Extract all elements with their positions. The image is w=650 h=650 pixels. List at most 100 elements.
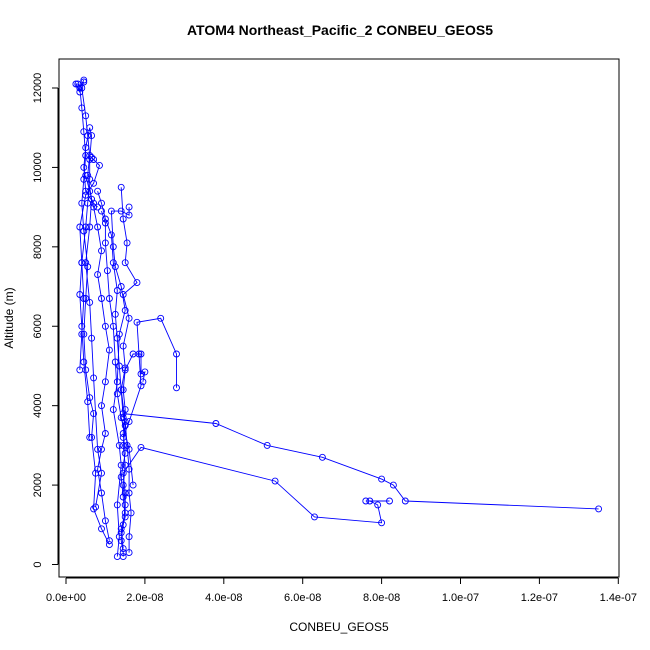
data-point bbox=[94, 203, 102, 211]
x-tick-label: 6.0e-08 bbox=[284, 592, 321, 604]
data-point bbox=[105, 541, 113, 549]
series-line bbox=[97, 191, 132, 553]
data-point bbox=[109, 322, 117, 330]
data-point bbox=[76, 88, 84, 96]
data-point bbox=[94, 223, 102, 231]
data-point bbox=[117, 386, 125, 394]
data-point bbox=[92, 503, 100, 511]
data-point bbox=[90, 156, 98, 163]
data-point bbox=[115, 441, 123, 449]
data-point bbox=[88, 132, 96, 140]
data-point bbox=[90, 505, 98, 513]
data-point bbox=[318, 453, 326, 461]
data-point bbox=[98, 295, 105, 302]
y-tick-label: 10000 bbox=[32, 152, 44, 183]
data-point bbox=[98, 207, 105, 215]
data-point bbox=[82, 144, 90, 152]
data-point bbox=[157, 314, 165, 322]
series-1 bbox=[117, 410, 603, 561]
data-point bbox=[76, 291, 84, 298]
data-point bbox=[88, 433, 96, 441]
data-point bbox=[119, 386, 127, 394]
data-point bbox=[101, 517, 109, 525]
x-tick-label: 4.0e-08 bbox=[205, 592, 242, 604]
data-point bbox=[362, 497, 370, 505]
data-point bbox=[137, 350, 145, 358]
series-line bbox=[79, 79, 110, 545]
data-point bbox=[123, 239, 131, 247]
data-point bbox=[72, 80, 80, 88]
data-point bbox=[111, 358, 119, 366]
data-point bbox=[101, 430, 109, 437]
data-point bbox=[98, 199, 105, 207]
data-point bbox=[90, 179, 98, 187]
data-point bbox=[117, 414, 125, 422]
series-13 bbox=[98, 207, 137, 489]
data-point bbox=[86, 394, 94, 402]
x-tick-label: 1.0e-07 bbox=[442, 592, 479, 604]
data-point bbox=[101, 239, 109, 247]
series-line bbox=[120, 446, 390, 549]
data-point bbox=[98, 402, 105, 410]
series-10 bbox=[72, 78, 105, 511]
x-tick-label: 0.0e+00 bbox=[46, 592, 86, 604]
data-point bbox=[121, 306, 129, 314]
data-point bbox=[117, 537, 125, 545]
data-point bbox=[80, 227, 88, 235]
series-3 bbox=[117, 350, 149, 537]
data-point bbox=[141, 368, 149, 376]
data-point bbox=[76, 223, 84, 231]
data-point bbox=[135, 350, 143, 358]
data-point bbox=[366, 497, 374, 505]
x-tick-label: 1.2e-07 bbox=[521, 592, 558, 604]
y-tick-label: 2000 bbox=[32, 473, 44, 497]
data-point bbox=[82, 112, 90, 120]
data-point bbox=[115, 362, 123, 370]
data-point bbox=[82, 171, 90, 179]
data-point bbox=[115, 330, 123, 338]
data-point bbox=[137, 382, 145, 390]
series-line bbox=[85, 175, 110, 541]
data-point bbox=[121, 489, 129, 497]
series-4 bbox=[119, 314, 180, 441]
y-axis-label: Altitude (m) bbox=[2, 287, 16, 348]
series-8 bbox=[82, 171, 113, 545]
data-point bbox=[311, 513, 318, 521]
data-point bbox=[173, 384, 180, 392]
data-point bbox=[88, 334, 96, 342]
data-series-layer bbox=[72, 76, 603, 561]
data-point bbox=[129, 481, 137, 489]
data-point bbox=[107, 231, 115, 239]
y-axis: 0 2000 4000 6000 8000 10000 12000 bbox=[32, 73, 59, 568]
data-point bbox=[82, 191, 90, 199]
data-point bbox=[98, 489, 105, 497]
data-point bbox=[121, 364, 129, 372]
series-line bbox=[101, 210, 134, 486]
data-point bbox=[82, 295, 90, 302]
data-point bbox=[119, 441, 127, 449]
data-point bbox=[119, 493, 127, 501]
data-point bbox=[111, 263, 119, 271]
data-point bbox=[80, 295, 88, 302]
data-point bbox=[137, 370, 145, 378]
data-point bbox=[125, 418, 133, 426]
data-point bbox=[90, 203, 98, 211]
data-point bbox=[121, 259, 129, 267]
x-axis: 0.0e+00 2.0e-08 4.0e-08 6.0e-08 8.0e-08 1.0e-… bbox=[46, 577, 637, 604]
data-point bbox=[109, 243, 117, 251]
data-point bbox=[86, 156, 94, 163]
data-point bbox=[113, 390, 121, 398]
data-point bbox=[119, 481, 127, 489]
data-point bbox=[107, 207, 115, 215]
data-point bbox=[98, 469, 105, 477]
data-point bbox=[125, 549, 133, 557]
series-7 bbox=[94, 187, 135, 557]
series-line bbox=[120, 413, 599, 557]
data-point bbox=[90, 410, 98, 418]
data-point bbox=[113, 287, 121, 294]
y-tick-label: 8000 bbox=[32, 235, 44, 259]
data-point bbox=[94, 271, 102, 279]
data-point bbox=[133, 318, 141, 326]
data-point bbox=[115, 533, 123, 541]
plot-frame bbox=[58, 58, 620, 578]
